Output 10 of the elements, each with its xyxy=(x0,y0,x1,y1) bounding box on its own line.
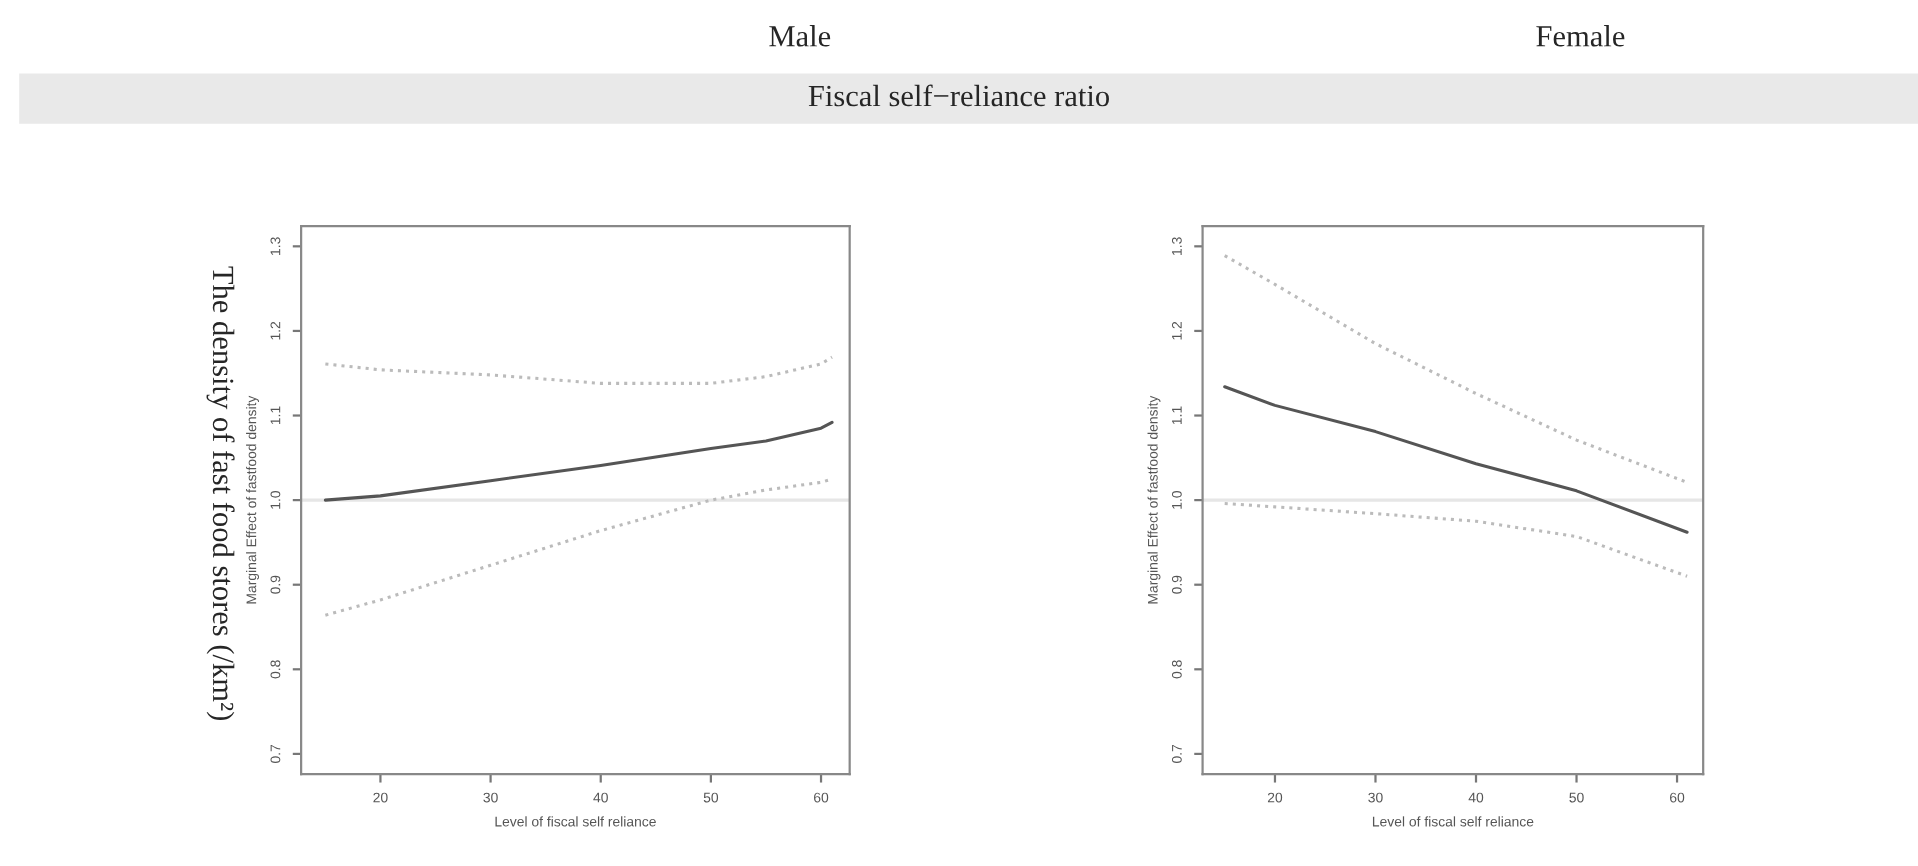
line-series xyxy=(323,355,834,385)
text: Fiscal self−reliance ratio xyxy=(808,84,1109,107)
line-series xyxy=(1223,254,1689,484)
chart-title: Male xyxy=(769,25,831,47)
line-series xyxy=(1223,501,1689,578)
line-series xyxy=(323,477,834,617)
text: The density of fast food stores (/km²) xyxy=(206,266,235,721)
line-series xyxy=(1223,385,1689,534)
line-series xyxy=(323,420,834,502)
chart-title: Female xyxy=(1536,25,1625,47)
